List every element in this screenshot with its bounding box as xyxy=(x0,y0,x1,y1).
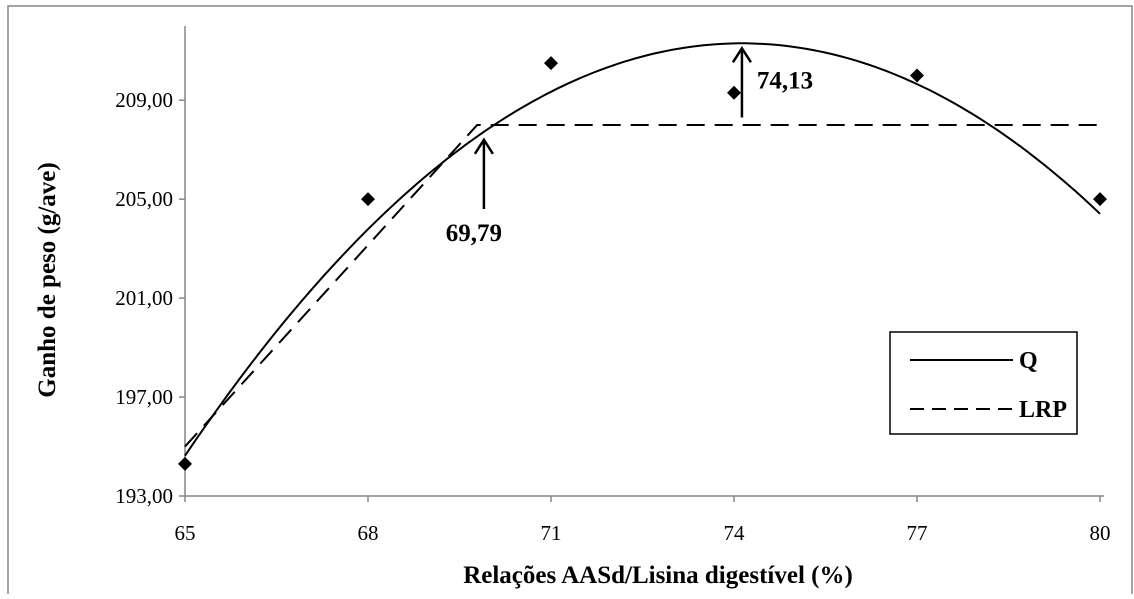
data-point-diamond xyxy=(727,85,741,100)
data-point-diamond xyxy=(910,68,924,83)
y-tick-label: 205,00 xyxy=(115,187,173,211)
legend-label-lrp: LRP xyxy=(1019,397,1067,423)
chart-border xyxy=(7,5,1133,599)
data-point-diamond xyxy=(178,456,192,471)
annotation-label: 74,13 xyxy=(757,67,813,94)
legend: Q LRP xyxy=(889,331,1078,435)
y-tick-label: 201,00 xyxy=(115,286,173,310)
data-point-diamond xyxy=(361,192,375,207)
y-axis-title: Ganho de peso (g/ave) xyxy=(34,162,61,397)
annotation-arrowhead xyxy=(731,45,752,63)
data-point-diamond xyxy=(544,56,558,71)
series-line-q xyxy=(184,42,1101,457)
x-tick-label: 74 xyxy=(724,521,746,545)
series-line-lrp xyxy=(184,123,1100,448)
x-tick-label: 77 xyxy=(907,521,928,545)
y-tick-label: 209,00 xyxy=(115,88,173,112)
annotation-label: 69,79 xyxy=(446,220,502,247)
x-tick-label: 65 xyxy=(175,521,196,545)
data-point-diamond xyxy=(1093,192,1107,207)
annotation-arrowhead xyxy=(473,137,494,155)
y-tick-label: 193,00 xyxy=(115,484,173,508)
x-tick-label: 68 xyxy=(358,521,379,545)
x-tick-label: 80 xyxy=(1090,521,1111,545)
legend-label-q: Q xyxy=(1019,348,1038,374)
legend-box xyxy=(889,331,1078,435)
y-tick-label: 197,00 xyxy=(115,385,173,409)
x-axis-title: Relações AASd/Lisina digestível (%) xyxy=(463,562,853,589)
x-tick-label: 71 xyxy=(541,521,562,545)
